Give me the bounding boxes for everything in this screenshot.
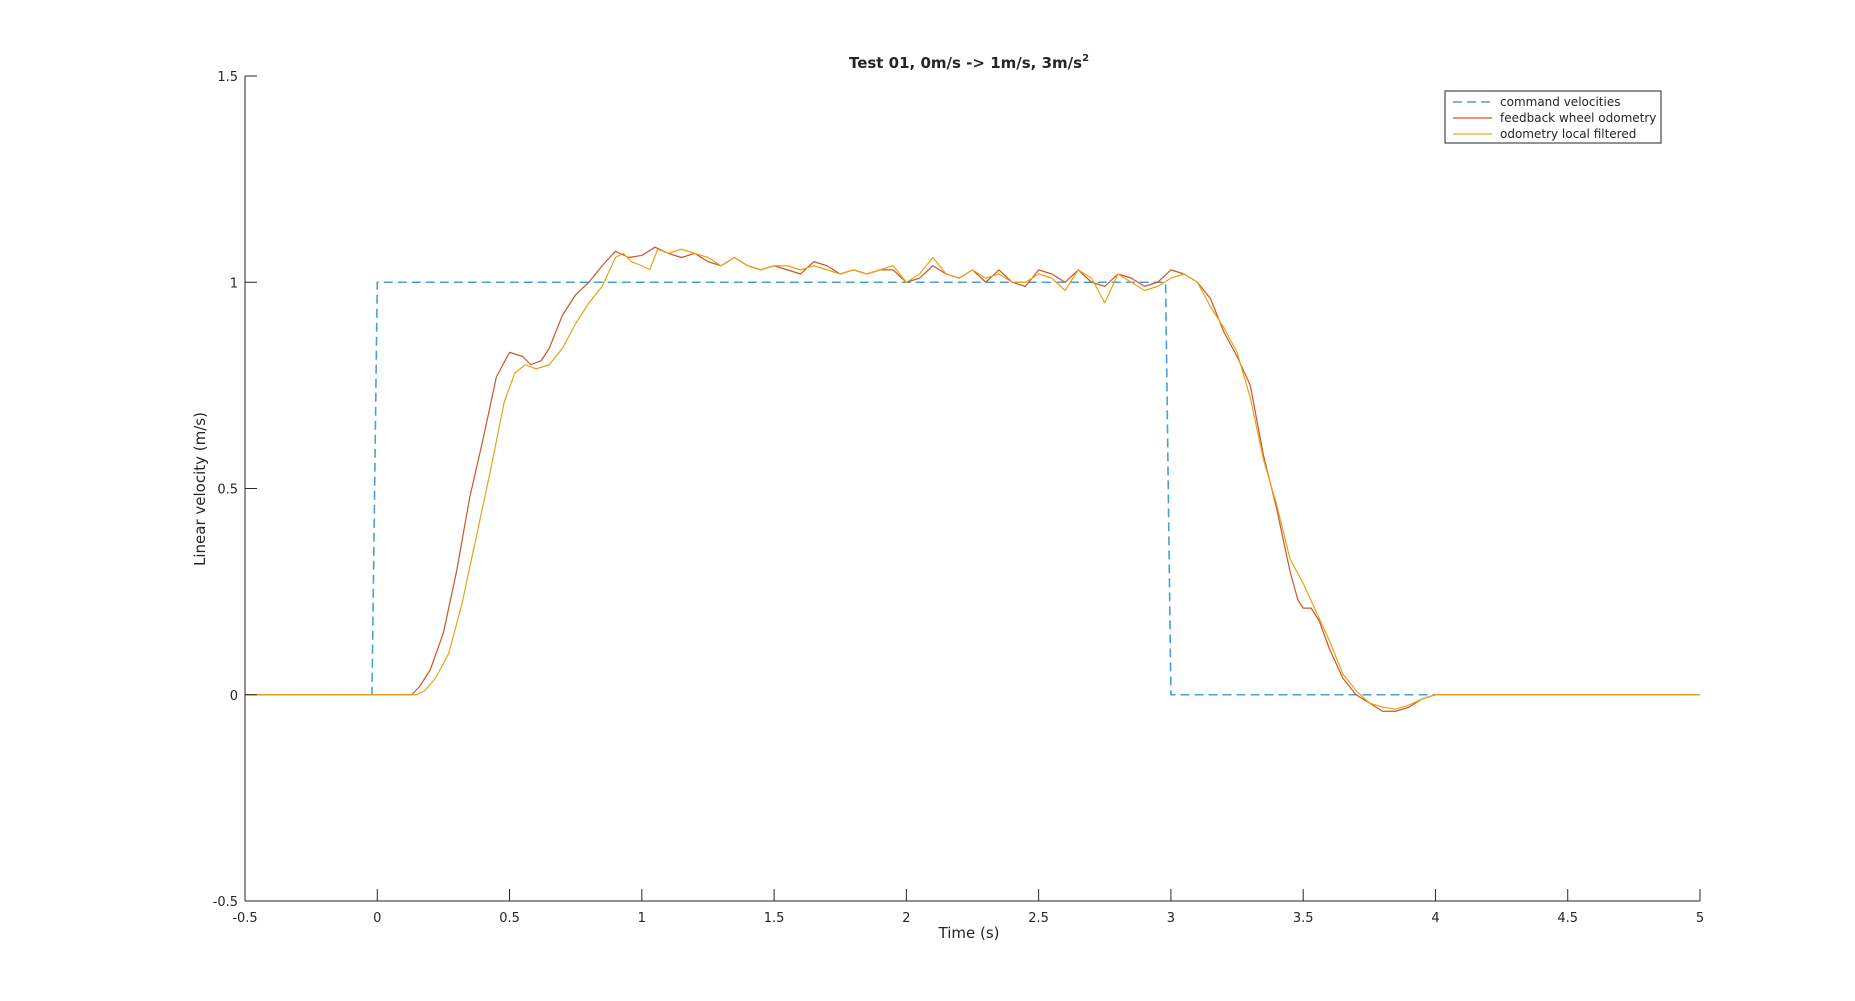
x-tick-label: 3.5	[1293, 911, 1314, 926]
x-tick-label: 2.5	[1028, 911, 1049, 926]
x-axis-label: Time (s)	[938, 924, 1000, 942]
y-tick-label: -0.5	[213, 895, 238, 910]
series-line-1	[245, 246, 1700, 712]
y-axis-label: Linear velocity (m/s)	[191, 412, 209, 566]
x-ticks: -0.5 0 0.5 1 1.5 2 2.5 3 3.5 4 4.5 5	[232, 889, 1704, 926]
x-tick-label: -0.5	[232, 911, 257, 926]
x-tick-label: 3	[1167, 911, 1175, 926]
y-ticks: -0.5 0 0.5 1 1.5	[213, 70, 257, 910]
chart-title: Test 01, 0m/s -> 1m/s, 3m/s2	[849, 53, 1089, 72]
plot-lines	[245, 246, 1700, 712]
chart-title-superscript: 2	[1082, 53, 1089, 64]
x-tick-label: 1.5	[764, 911, 785, 926]
x-tick-label: 1	[638, 911, 646, 926]
legend-label-2: odometry local filtered	[1500, 127, 1636, 141]
y-tick-label: 1	[230, 276, 238, 291]
y-tick-label: 1.5	[217, 70, 238, 85]
legend-label-0: command velocities	[1500, 95, 1620, 109]
legend-label-1: feedback wheel odometry	[1500, 111, 1656, 125]
x-tick-label: 0.5	[499, 911, 520, 926]
x-tick-label: 0	[373, 911, 381, 926]
y-tick-label: 0.5	[217, 483, 238, 498]
x-tick-label: 4	[1431, 911, 1439, 926]
x-tick-label: 5	[1696, 911, 1704, 926]
legend: command velocities feedback wheel odometr…	[1444, 90, 1662, 144]
series-line-2	[245, 248, 1700, 710]
y-tick-label: 0	[230, 689, 238, 704]
x-tick-label: 4.5	[1557, 911, 1578, 926]
x-tick-label: 2	[902, 911, 910, 926]
